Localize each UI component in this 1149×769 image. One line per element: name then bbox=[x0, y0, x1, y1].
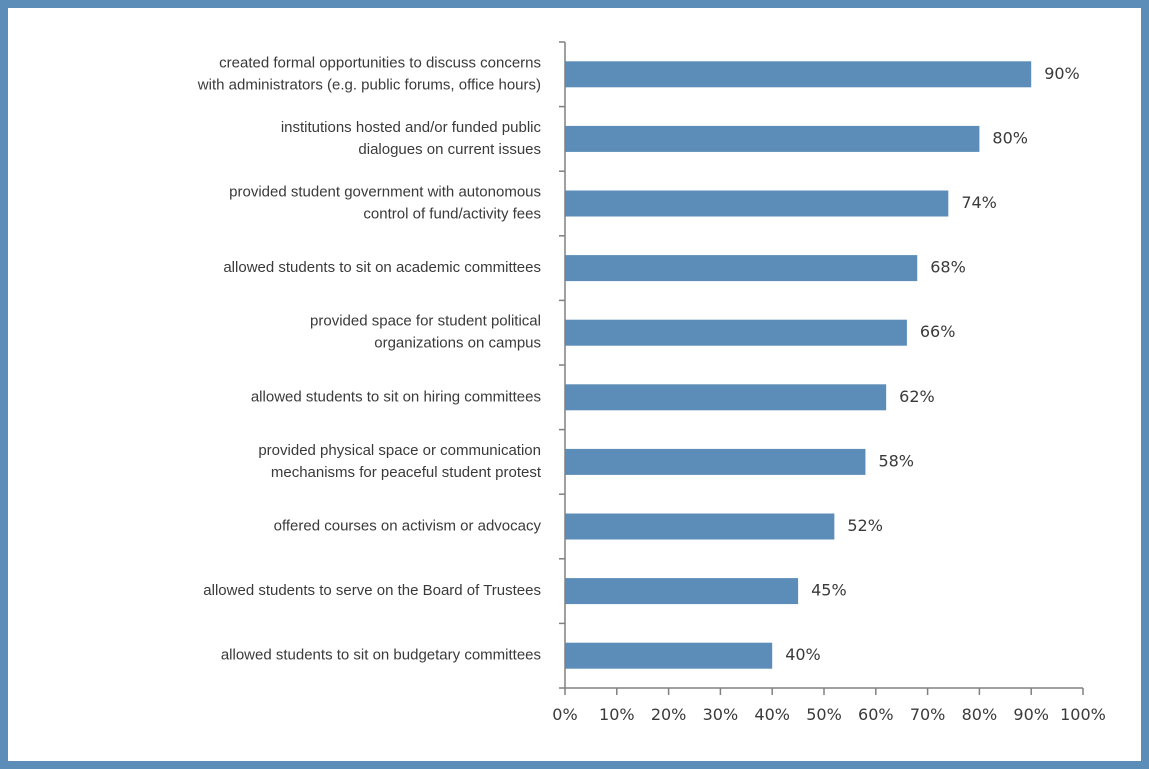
x-tick-label-7: 70% bbox=[910, 705, 946, 724]
bar-9 bbox=[565, 642, 773, 669]
bar-4 bbox=[565, 319, 907, 346]
category-label-8-0: allowed students to serve on the Board o… bbox=[203, 582, 541, 599]
bar-5 bbox=[565, 384, 887, 411]
x-tick-label-9: 90% bbox=[1013, 705, 1049, 724]
x-tick-label-0: 0% bbox=[552, 705, 577, 724]
category-label-6-0: provided physical space or communication bbox=[258, 442, 541, 459]
bar-3 bbox=[565, 255, 918, 282]
bar-7 bbox=[565, 513, 835, 540]
bar-0 bbox=[565, 61, 1032, 88]
x-tick-label-8: 80% bbox=[962, 705, 998, 724]
data-label-8: 45% bbox=[811, 581, 847, 600]
data-label-5: 62% bbox=[899, 387, 935, 406]
x-tick-label-10: 100% bbox=[1060, 705, 1106, 724]
category-label-7-0: offered courses on activism or advocacy bbox=[274, 517, 542, 534]
category-label-1-1: dialogues on current issues bbox=[358, 141, 541, 158]
data-label-0: 90% bbox=[1044, 64, 1080, 83]
category-label-2-1: control of fund/activity fees bbox=[363, 205, 541, 222]
category-label-9-0: allowed students to sit on budgetary com… bbox=[221, 647, 541, 664]
category-label-4-0: provided space for student political bbox=[310, 313, 541, 330]
x-tick-label-2: 20% bbox=[651, 705, 687, 724]
category-label-4-1: organizations on campus bbox=[374, 335, 541, 352]
bar-8 bbox=[565, 578, 799, 605]
data-label-7: 52% bbox=[847, 516, 883, 535]
category-label-2-0: provided student government with autonom… bbox=[229, 183, 541, 200]
data-label-9: 40% bbox=[785, 645, 821, 664]
category-label-0-1: with administrators (e.g. public forums,… bbox=[197, 76, 541, 93]
x-tick-label-3: 30% bbox=[703, 705, 739, 724]
bar-1 bbox=[565, 125, 980, 152]
category-label-5-0: allowed students to sit on hiring commit… bbox=[251, 388, 541, 405]
x-tick-label-1: 10% bbox=[599, 705, 635, 724]
category-label-0-0: created formal opportunities to discuss … bbox=[219, 54, 541, 71]
x-tick-label-5: 50% bbox=[806, 705, 842, 724]
data-label-3: 68% bbox=[930, 258, 966, 277]
category-label-1-0: institutions hosted and/or funded public bbox=[281, 119, 542, 136]
bar-6 bbox=[565, 448, 866, 475]
data-label-6: 58% bbox=[878, 451, 914, 470]
bar-2 bbox=[565, 190, 949, 217]
data-label-4: 66% bbox=[920, 322, 956, 341]
x-tick-label-4: 40% bbox=[754, 705, 790, 724]
x-tick-label-6: 60% bbox=[858, 705, 894, 724]
data-label-1: 80% bbox=[992, 128, 1028, 147]
data-label-2: 74% bbox=[961, 193, 997, 212]
category-label-6-1: mechanisms for peaceful student protest bbox=[271, 464, 542, 481]
category-label-3-0: allowed students to sit on academic comm… bbox=[223, 259, 541, 276]
